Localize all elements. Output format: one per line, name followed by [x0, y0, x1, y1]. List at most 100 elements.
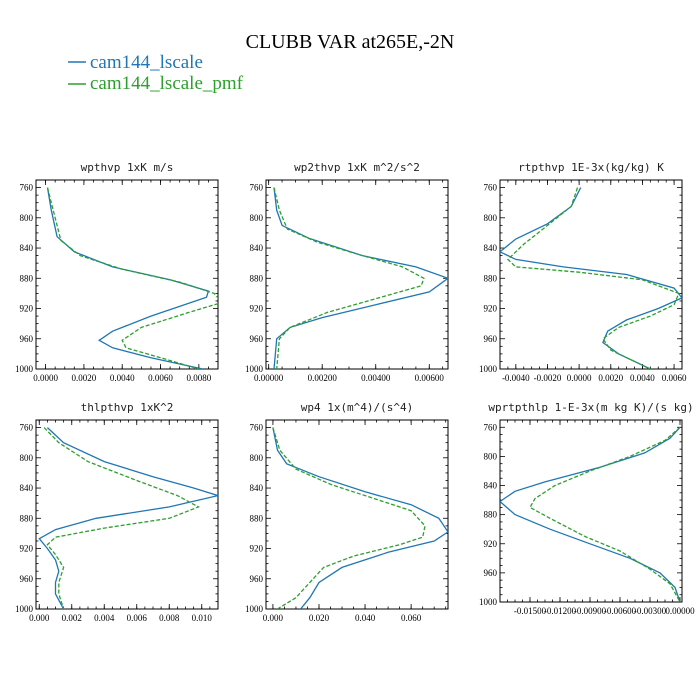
x-tick-label: 0.0000	[567, 373, 592, 383]
series-line-cam144-lscale	[500, 187, 682, 369]
x-tick-label: 0.00600	[415, 373, 445, 383]
legend-entry-1: cam144_lscale	[68, 52, 203, 73]
y-tick-label: 760	[484, 422, 498, 432]
y-tick-label: 880	[250, 513, 264, 523]
panel-title: thlpthvp 1xK^2	[81, 401, 174, 414]
x-tick-label: 0.00400	[361, 373, 391, 383]
x-tick-label: 0.060	[401, 613, 422, 623]
y-tick-label: 760	[250, 183, 264, 193]
panel-4: thlpthvp 1xK^276080084088092096010000.00…	[15, 401, 219, 623]
y-tick-label: 800	[20, 213, 34, 223]
y-tick-label: 920	[484, 304, 498, 314]
panel-3: rtpthvp 1E-3x(kg/kg) K 760 800 840 880 920 960…	[479, 161, 687, 383]
y-tick-label: 1000	[15, 604, 34, 614]
x-tick-label: -0.01200	[544, 606, 577, 616]
x-tick-label: 0.00000	[254, 373, 284, 383]
y-tick-label: 880	[484, 510, 498, 520]
x-tick-label: 0.040	[355, 613, 376, 623]
legend-entry-2: cam144_lscale_pmf	[68, 73, 244, 94]
x-tick-label: -0.00900	[574, 606, 607, 616]
x-tick-label: 0.00200	[308, 373, 338, 383]
y-tick-label: 840	[250, 483, 264, 493]
y-tick-label: 960	[250, 574, 264, 584]
y-tick-label: 800	[484, 213, 498, 223]
x-tick-label: 0.004	[94, 613, 115, 623]
series-line-cam144-lscale-pmf	[43, 427, 201, 609]
series-line-cam144-lscale-pmf	[273, 187, 425, 369]
x-tick-label: -0.0020	[534, 373, 562, 383]
panel-title: wpthvp 1xK m/s	[81, 161, 174, 174]
x-tick-label: 0.0000	[33, 373, 58, 383]
y-tick-label: 920	[20, 544, 34, 554]
legend-label-1: cam144_lscale	[90, 52, 203, 73]
panel-title: wprtpthlp 1-E-3x(m kg K)/(s kg)	[488, 401, 693, 414]
y-tick-label: 880	[20, 513, 34, 523]
series-line-cam144-lscale-pmf	[529, 426, 681, 602]
y-tick-label: 800	[250, 213, 264, 223]
y-tick-label: 840	[20, 243, 34, 253]
plot-frame	[265, 179, 449, 370]
panel-2: wp2thvp 1xK m^2/s^2 760 800 840 880 920 960 100…	[245, 161, 449, 383]
panel-title: wp4 1x(m^4)/(s^4)	[301, 401, 414, 414]
y-tick-label: 880	[20, 273, 34, 283]
y-tick-label: 960	[20, 334, 34, 344]
x-tick-label: 0.0020	[598, 373, 623, 383]
y-tick-label: 1000	[245, 604, 264, 614]
y-tick-label: 1000	[479, 597, 498, 607]
y-tick-label: 840	[20, 483, 34, 493]
y-tick-label: 760	[484, 183, 498, 193]
x-tick-label: 0.006	[127, 613, 148, 623]
y-tick-label: 760	[20, 423, 34, 433]
figure-title: CLUBB VAR at265E,-2N	[246, 31, 455, 53]
y-tick-label: 960	[20, 574, 34, 584]
series-line-cam144-lscale-pmf	[506, 187, 680, 369]
y-tick-label: 960	[484, 334, 498, 344]
x-tick-label: -0.00300	[634, 606, 667, 616]
x-tick-label: 0.0020	[72, 373, 97, 383]
y-tick-label: 840	[484, 243, 498, 253]
y-tick-label: 1000	[479, 364, 498, 374]
x-tick-label: -0.00600	[604, 606, 637, 616]
x-tick-label: 0.00000	[665, 606, 695, 616]
y-tick-label: 960	[484, 568, 498, 578]
y-tick-label: 960	[250, 334, 264, 344]
x-tick-label: 0.0040	[110, 373, 135, 383]
y-tick-label: 840	[484, 481, 498, 491]
panel-1: wpthvp 1xK m/s76080084088092096010000.00…	[15, 161, 219, 383]
y-tick-label: 840	[250, 243, 264, 253]
series-line-cam144-lscale-pmf	[46, 187, 218, 369]
series-line-cam144-lscale	[46, 187, 210, 369]
y-tick-label: 920	[250, 304, 264, 314]
panel-6: wprtpthlp 1-E-3x(m kg K)/(s kg) 760 800 840…	[479, 401, 695, 616]
x-tick-label: 0.002	[62, 613, 82, 623]
panel-title: wp2thvp 1xK m^2/s^2	[294, 161, 420, 174]
x-tick-label: -0.0040	[502, 373, 530, 383]
x-tick-label: 0.000	[263, 613, 284, 623]
y-tick-label: 760	[20, 183, 34, 193]
plot-frame	[35, 179, 219, 370]
x-tick-label: 0.008	[159, 613, 180, 623]
y-tick-label: 920	[20, 304, 34, 314]
panel-title: rtpthvp 1E-3x(kg/kg) K	[518, 161, 664, 174]
series-line-cam144-lscale-pmf	[272, 427, 426, 609]
y-tick-label: 760	[250, 423, 264, 433]
x-tick-label: 0.0040	[630, 373, 655, 383]
y-tick-label: 920	[250, 544, 264, 554]
y-tick-label: 880	[250, 273, 264, 283]
panel-grid: wpthvp 1xK m/s76080084088092096010000.00…	[15, 161, 695, 623]
x-tick-label: 0.020	[309, 613, 330, 623]
y-tick-label: 920	[484, 539, 498, 549]
plot-frame	[499, 419, 683, 603]
legend-label-2: cam144_lscale_pmf	[90, 73, 244, 94]
x-tick-label: -0.01500	[514, 606, 547, 616]
x-tick-label: 0.0060	[148, 373, 173, 383]
series-line-cam144-lscale	[500, 426, 681, 602]
y-tick-label: 880	[484, 273, 498, 283]
panel-5: wp4 1x(m^4)/(s^4)76080084088092096010000…	[245, 401, 449, 623]
plot-frame	[265, 419, 449, 610]
y-tick-label: 1000	[15, 364, 34, 374]
series-line-cam144-lscale	[273, 187, 448, 369]
x-tick-label: 0.0060	[662, 373, 687, 383]
x-tick-label: 0.0080	[186, 373, 211, 383]
